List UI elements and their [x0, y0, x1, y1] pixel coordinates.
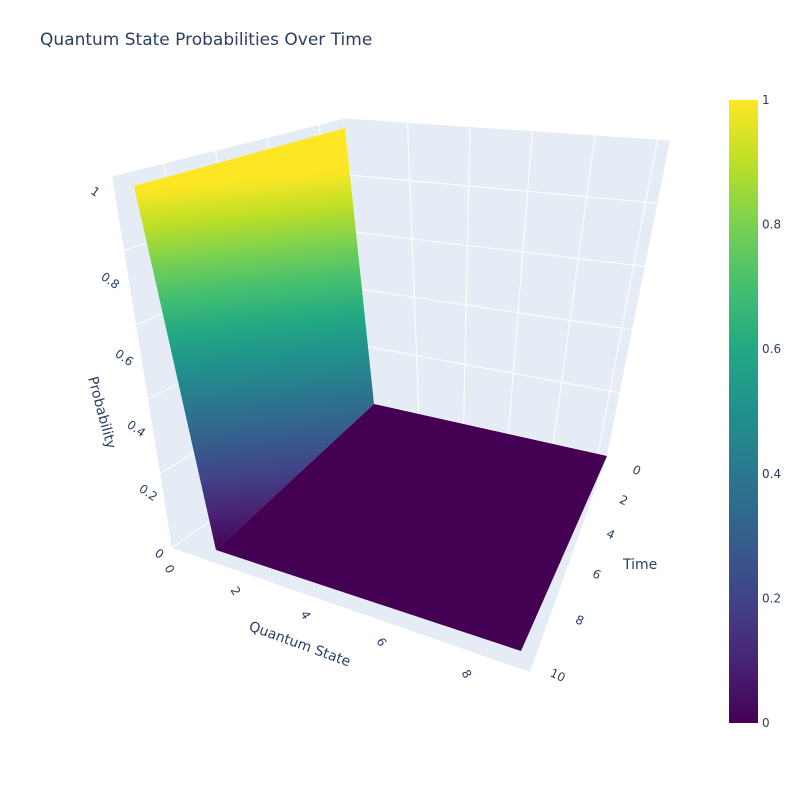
z-tick-label: 0.2 [136, 482, 160, 504]
y-gridline-wall [597, 139, 658, 455]
x-tick-label: 6 [373, 635, 389, 649]
x-tick-label: 0 [161, 562, 177, 576]
y-tick-label: 0 [630, 462, 643, 478]
y-axis-title: Time [622, 557, 657, 573]
colorbar-tick-label: 0.6 [762, 342, 781, 356]
y-tick-label: 8 [573, 612, 586, 628]
x-tick-label: 8 [458, 667, 474, 681]
colorbar [729, 100, 758, 723]
y-tick-label: 10 [548, 666, 568, 685]
y-tick-label: 2 [617, 492, 630, 508]
z-tick-label: 1 [88, 184, 102, 200]
colorbar-tick-label: 0.2 [762, 591, 781, 605]
z-tick-label: 0.8 [98, 270, 122, 292]
colorbar-tick-label: 0.8 [762, 218, 781, 232]
z-gridline-right [362, 289, 633, 331]
x-tick-label: 4 [297, 608, 313, 622]
colorbar-tick-label: 1 [762, 93, 770, 107]
z-tick-label: 0.6 [112, 347, 136, 369]
z-tick-label: 0.4 [124, 418, 148, 440]
colorbar-ticks: 0 0.2 0.4 0.6 0.8 1 [762, 93, 781, 730]
y-gridline-wall [463, 126, 471, 425]
back-wall-right [345, 118, 670, 456]
y-gridline-wall [407, 122, 420, 415]
surface-floor [216, 404, 607, 651]
z-gridline-left [111, 117, 346, 177]
surface-wall [134, 128, 374, 550]
z-gridline-right [356, 231, 645, 267]
colorbar-tick-label: 0.4 [762, 467, 781, 481]
y-gridline-wall [552, 134, 596, 445]
y-tick-label: 6 [590, 566, 603, 582]
z-tick-label: 0 [152, 546, 166, 562]
y-tick-label: 4 [604, 526, 617, 542]
z-gridline-right [368, 346, 620, 394]
colorbar-tick-label: 0 [762, 716, 770, 730]
z-axis-title: Probability [84, 375, 119, 451]
x-tick-label: 2 [227, 584, 243, 598]
x-axis-title: Quantum State [247, 619, 353, 671]
chart-title: Quantum State Probabilities Over Time [40, 30, 372, 50]
z-gridline-right [350, 174, 658, 204]
z-gridline-right [344, 117, 671, 141]
y-gridline-wall [507, 130, 533, 435]
